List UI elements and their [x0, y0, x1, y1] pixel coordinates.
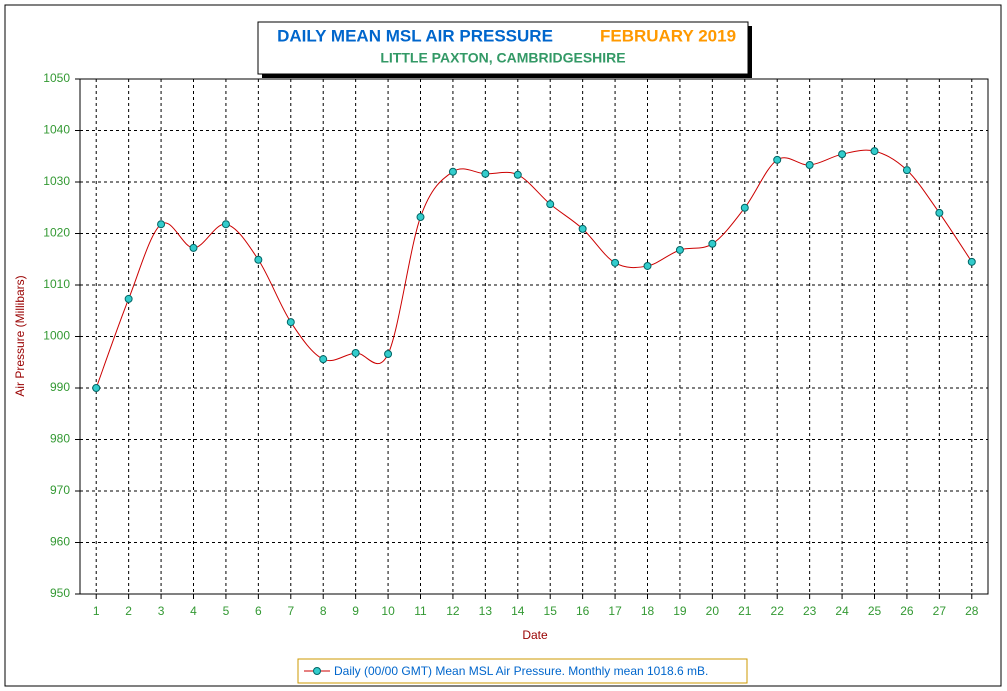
data-point [870, 147, 879, 156]
y-axis-label: Air Pressure (Millibars) [13, 275, 27, 396]
legend-label: Daily (00/00 GMT) Mean MSL Air Pressure.… [334, 664, 708, 678]
data-point [286, 318, 295, 327]
legend-box [297, 658, 748, 684]
x-tick-label: 3 [158, 604, 165, 618]
y-tick-label: 1010 [43, 277, 70, 291]
x-axis-label: Date [522, 628, 548, 642]
chart-title-date: FEBRUARY 2019 [600, 26, 736, 45]
x-tick-label: 20 [706, 604, 720, 618]
data-point [967, 257, 976, 266]
x-tick-label: 12 [446, 604, 460, 618]
data-point [92, 384, 101, 392]
x-tick-label: 15 [544, 604, 558, 618]
data-point [708, 239, 717, 248]
data-point [773, 155, 782, 164]
x-tick-label: 9 [352, 604, 359, 618]
x-tick-label: 2 [125, 604, 132, 618]
data-point [546, 200, 555, 209]
data-point [740, 203, 749, 212]
x-tick-label: 16 [576, 604, 590, 618]
x-tick-label: 22 [771, 604, 785, 618]
y-tick-label: 950 [50, 586, 70, 600]
y-tick-label: 970 [50, 483, 70, 497]
x-tick-label: 14 [511, 604, 525, 618]
data-point [416, 213, 425, 222]
data-point [611, 258, 620, 267]
x-tick-label: 28 [965, 604, 979, 618]
x-tick-label: 5 [223, 604, 230, 618]
data-point [643, 261, 652, 270]
y-tick-label: 990 [50, 380, 70, 394]
x-tick-label: 23 [803, 604, 817, 618]
x-tick-label: 25 [868, 604, 882, 618]
data-point [448, 167, 457, 176]
y-tick-label: 1040 [43, 123, 70, 137]
x-tick-label: 21 [738, 604, 752, 618]
x-tick-label: 1 [93, 604, 100, 618]
chart-border [4, 4, 1002, 687]
data-point [935, 208, 944, 217]
title-box [257, 21, 749, 75]
x-tick-label: 10 [381, 604, 395, 618]
x-tick-label: 11 [414, 604, 427, 618]
x-tick-label: 4 [190, 604, 197, 618]
data-point [902, 166, 911, 175]
data-point [124, 294, 133, 303]
x-tick-label: 18 [641, 604, 655, 618]
data-point [189, 243, 198, 252]
chart-subtitle: LITTLE PAXTON, CAMBRIDGESHIRE [380, 50, 625, 66]
legend-marker [313, 667, 321, 675]
x-tick-label: 7 [287, 604, 294, 618]
data-point [221, 220, 230, 229]
chart-title: DAILY MEAN MSL AIR PRESSURE [277, 26, 553, 45]
y-tick-label: 1020 [43, 226, 70, 240]
x-tick-label: 24 [835, 604, 849, 618]
x-tick-label: 6 [255, 604, 262, 618]
y-tick-label: 1000 [43, 329, 70, 343]
x-tick-label: 26 [900, 604, 914, 618]
x-tick-label: 17 [608, 604, 622, 618]
y-tick-label: 980 [50, 432, 70, 446]
data-point [805, 161, 814, 170]
y-tick-label: 960 [50, 535, 70, 549]
data-point [481, 169, 490, 178]
x-tick-label: 8 [320, 604, 327, 618]
data-point [351, 348, 360, 357]
y-tick-label: 1030 [43, 174, 70, 188]
x-tick-label: 27 [933, 604, 947, 618]
plot-frame [79, 78, 989, 595]
y-tick-label: 1050 [43, 71, 70, 85]
data-point [675, 245, 684, 254]
data-point [513, 170, 522, 179]
data-point [319, 355, 328, 364]
data-point [157, 220, 166, 229]
x-tick-label: 19 [673, 604, 687, 618]
data-point [578, 224, 587, 233]
data-point [838, 150, 847, 159]
data-point [254, 255, 263, 264]
data-point [384, 350, 393, 359]
x-tick-label: 13 [479, 604, 493, 618]
